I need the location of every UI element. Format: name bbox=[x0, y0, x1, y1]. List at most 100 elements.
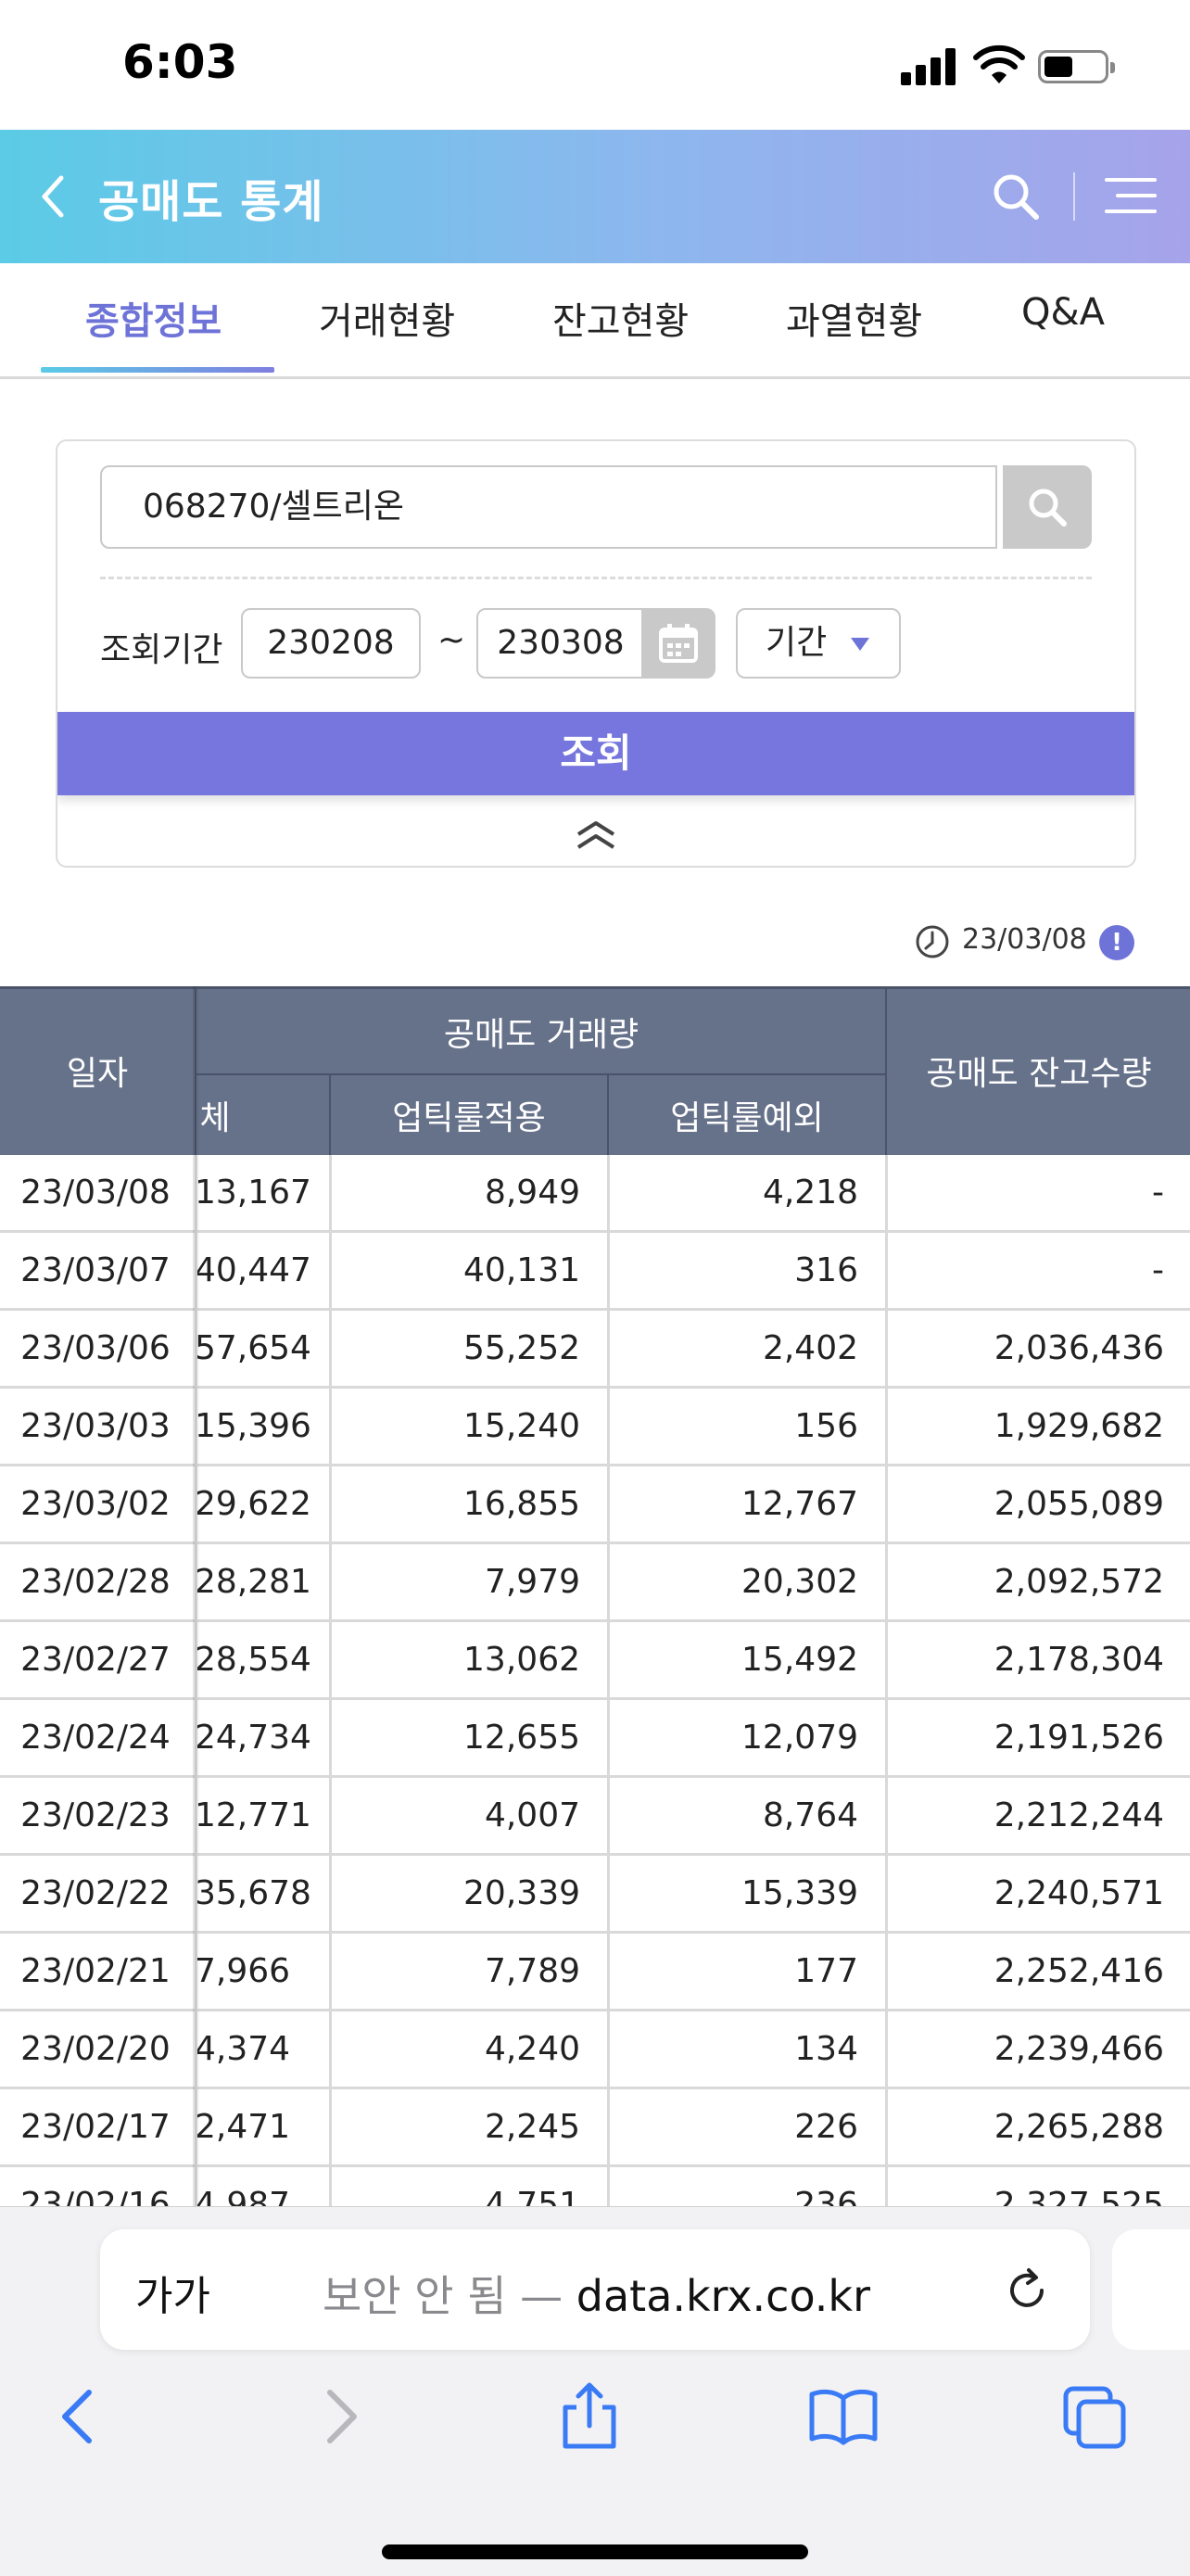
cell-total: 24,734 bbox=[195, 1719, 311, 1757]
tab-overheat[interactable]: 과열현황 bbox=[786, 300, 923, 343]
dropdown-arrow-icon bbox=[851, 638, 869, 651]
cell-balance: 2,265,288 bbox=[994, 2108, 1164, 2146]
forward-arrow-icon[interactable] bbox=[302, 2379, 376, 2454]
column-divider bbox=[885, 2167, 888, 2206]
cell-total: 28,554 bbox=[195, 1641, 311, 1679]
end-date-input[interactable]: 230308 bbox=[476, 608, 645, 679]
tabs-icon[interactable] bbox=[1058, 2379, 1133, 2454]
period-select[interactable]: 기간 bbox=[736, 608, 901, 679]
column-divider bbox=[329, 1934, 332, 2011]
column-divider bbox=[329, 2011, 332, 2089]
cell-uptick-exempt: 2,402 bbox=[762, 1329, 858, 1367]
cell-total: 13,167 bbox=[195, 1174, 311, 1212]
column-divider bbox=[329, 1544, 332, 1622]
address-bar[interactable]: 가가 보안 안 됨 — data.krx.co.kr bbox=[100, 2229, 1090, 2350]
search-icon[interactable] bbox=[988, 169, 1044, 224]
cell-balance: - bbox=[1152, 1251, 1164, 1289]
column-divider bbox=[885, 1856, 888, 1934]
table-row: 23/02/22 35,678 20,339 15,339 2,240,571 bbox=[0, 1856, 1190, 1934]
column-divider bbox=[885, 1934, 888, 2011]
cell-total: 2,471 bbox=[195, 2108, 291, 2146]
header-uptick-applied: 업틱룰적용 bbox=[392, 1099, 546, 1137]
period-label: 조회기간 bbox=[100, 631, 223, 669]
cell-balance: 2,212,244 bbox=[994, 1796, 1164, 1834]
header-divider bbox=[1073, 172, 1075, 221]
column-divider bbox=[195, 1466, 197, 1544]
tab-qna[interactable]: Q&A bbox=[1021, 291, 1106, 334]
stock-search-button[interactable] bbox=[1003, 465, 1092, 549]
cell-uptick-applied: 7,789 bbox=[484, 1952, 580, 1990]
column-divider bbox=[607, 1778, 610, 1856]
search-icon bbox=[1029, 489, 1067, 527]
column-divider bbox=[885, 1466, 888, 1544]
cell-uptick-applied: 40,131 bbox=[463, 1251, 580, 1289]
cell-uptick-exempt: 226 bbox=[794, 2108, 858, 2146]
column-divider bbox=[329, 1622, 332, 1700]
dashed-divider bbox=[100, 577, 1092, 579]
cell-date: 23/02/22 bbox=[20, 1874, 171, 1912]
status-time: 6:03 bbox=[122, 35, 238, 89]
table-row: 23/03/02 29,622 16,855 12,767 2,055,089 bbox=[0, 1466, 1190, 1544]
table-row: 23/03/07 40,447 40,131 316 - bbox=[0, 1233, 1190, 1311]
back-arrow-icon[interactable] bbox=[43, 2379, 117, 2454]
cell-total: 15,396 bbox=[195, 1407, 311, 1445]
cell-date: 23/03/02 bbox=[20, 1485, 171, 1523]
cell-total: 7,966 bbox=[195, 1952, 291, 1990]
column-divider bbox=[329, 1155, 332, 1233]
start-date-input[interactable]: 230208 bbox=[241, 608, 421, 679]
cell-uptick-applied: 2,245 bbox=[484, 2108, 580, 2146]
back-chevron-icon[interactable] bbox=[33, 171, 70, 222]
column-divider bbox=[195, 2089, 197, 2167]
column-divider bbox=[607, 1934, 610, 2011]
table-row: 23/02/20 4,374 4,240 134 2,239,466 bbox=[0, 2011, 1190, 2089]
table-row: 23/02/27 28,554 13,062 15,492 2,178,304 bbox=[0, 1622, 1190, 1700]
column-divider bbox=[195, 1389, 197, 1466]
share-icon[interactable] bbox=[552, 2379, 627, 2454]
query-button[interactable]: 조회 bbox=[57, 712, 1134, 795]
cell-date: 23/02/28 bbox=[20, 1563, 171, 1601]
header-balance: 공매도 잔고수량 bbox=[926, 1055, 1152, 1093]
cell-uptick-exempt: 177 bbox=[794, 1952, 858, 1990]
url-domain: data.krx.co.kr bbox=[576, 2271, 870, 2321]
cell-date: 23/02/21 bbox=[20, 1952, 171, 1990]
column-divider bbox=[195, 1778, 197, 1856]
column-divider bbox=[329, 1466, 332, 1544]
info-icon[interactable]: ! bbox=[1099, 925, 1134, 960]
hamburger-menu-icon[interactable] bbox=[1105, 174, 1157, 217]
calendar-button[interactable] bbox=[641, 608, 715, 679]
clock-icon bbox=[916, 925, 949, 958]
cell-total: 57,654 bbox=[195, 1329, 311, 1367]
next-tab-peek[interactable] bbox=[1112, 2229, 1190, 2350]
cell-balance: - bbox=[1152, 1174, 1164, 1212]
column-divider bbox=[195, 1622, 197, 1700]
column-divider bbox=[195, 1700, 197, 1778]
tab-balance[interactable]: 잔고현황 bbox=[552, 300, 690, 343]
cell-uptick-applied: 13,062 bbox=[463, 1641, 580, 1679]
tab-overview[interactable]: 종합정보 bbox=[85, 300, 222, 343]
table-row: 23/03/08 13,167 8,949 4,218 - bbox=[0, 1155, 1190, 1233]
tab-trading[interactable]: 거래현황 bbox=[319, 300, 456, 343]
text-size-button[interactable]: 가가 bbox=[135, 2273, 210, 2320]
column-divider bbox=[195, 1233, 197, 1311]
cell-total: 28,281 bbox=[195, 1563, 311, 1601]
cell-date: 23/02/20 bbox=[20, 2030, 171, 2068]
column-divider bbox=[607, 1233, 610, 1311]
column-divider bbox=[885, 2011, 888, 2089]
column-divider bbox=[329, 1311, 332, 1389]
cell-total: 29,622 bbox=[195, 1485, 311, 1523]
header-date: 일자 bbox=[66, 1055, 129, 1093]
collapse-chevron-icon[interactable] bbox=[573, 818, 619, 855]
cell-uptick-applied: 15,240 bbox=[463, 1407, 580, 1445]
cell-uptick-applied: 4,240 bbox=[484, 2030, 580, 2068]
bookmarks-icon[interactable] bbox=[806, 2379, 880, 2454]
column-divider bbox=[607, 1311, 610, 1389]
home-indicator bbox=[382, 2544, 808, 2559]
reload-icon[interactable] bbox=[999, 2263, 1055, 2318]
fixed-column-shadow bbox=[193, 986, 200, 2206]
header-total: 체 bbox=[199, 1099, 231, 1137]
column-divider bbox=[885, 1233, 888, 1311]
stock-search-input[interactable]: 068270/셀트리온 bbox=[100, 465, 997, 549]
cell-uptick-applied: 7,979 bbox=[484, 1563, 580, 1601]
cell-uptick-applied: 55,252 bbox=[463, 1329, 580, 1367]
cell-uptick-applied: 16,855 bbox=[463, 1485, 580, 1523]
